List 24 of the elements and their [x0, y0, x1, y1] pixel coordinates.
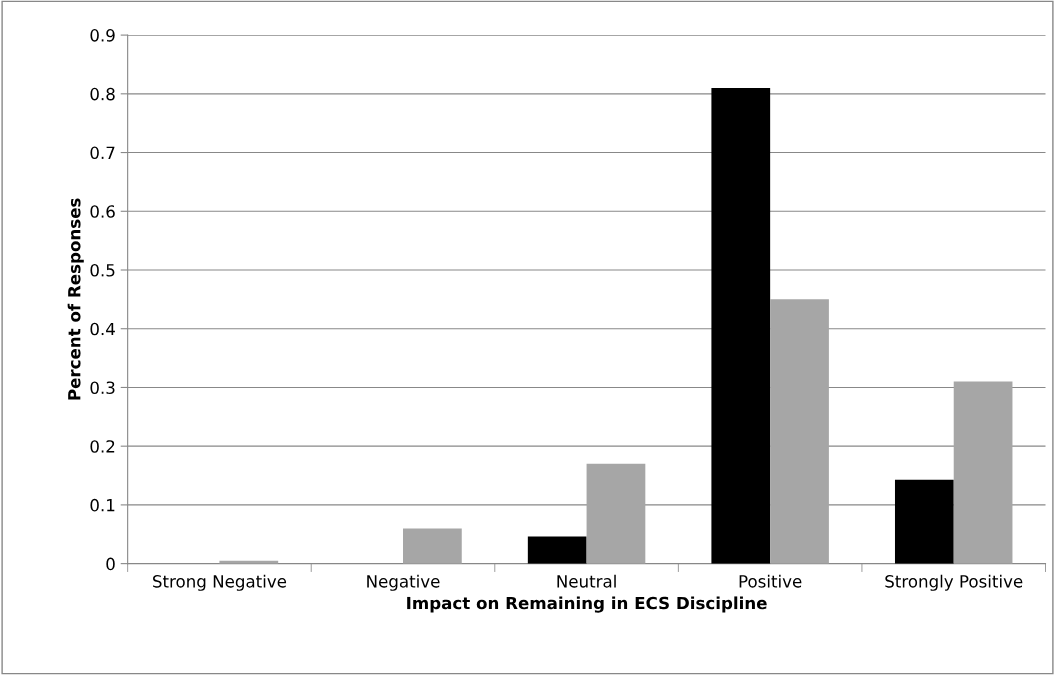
x-tick-label: Positive — [739, 574, 802, 588]
y-tick-label: 0.6 — [90, 205, 115, 218]
bar — [894, 479, 954, 564]
y-tick-label: 0.2 — [90, 440, 115, 453]
y-tick-label: 0.7 — [90, 146, 115, 160]
y-tick-label: 0.4 — [90, 322, 115, 336]
bar — [770, 299, 829, 564]
y-tick-label: 0.8 — [90, 87, 115, 101]
y-axis-title: Percent of Responses — [67, 198, 84, 400]
bar — [527, 536, 587, 564]
y-tick-label: 0.1 — [90, 498, 115, 512]
bar — [953, 381, 1013, 564]
x-tick-label: Neutral — [557, 574, 616, 588]
y-tick-label: 0.5 — [90, 263, 115, 277]
bar — [711, 87, 771, 564]
bar — [586, 463, 646, 564]
y-tick-label: 0.9 — [90, 29, 115, 42]
x-axis-title: Impact on Remaining in ECS Discipline — [407, 596, 767, 613]
bar — [403, 528, 462, 564]
x-tick-label: Negative — [367, 574, 440, 591]
x-tick-label: Strongly Positive — [885, 574, 1023, 591]
x-tick-label: Strong Negative — [153, 574, 287, 591]
y-tick-label: 0.3 — [90, 381, 115, 395]
y-tick-label: 0 — [106, 557, 115, 571]
